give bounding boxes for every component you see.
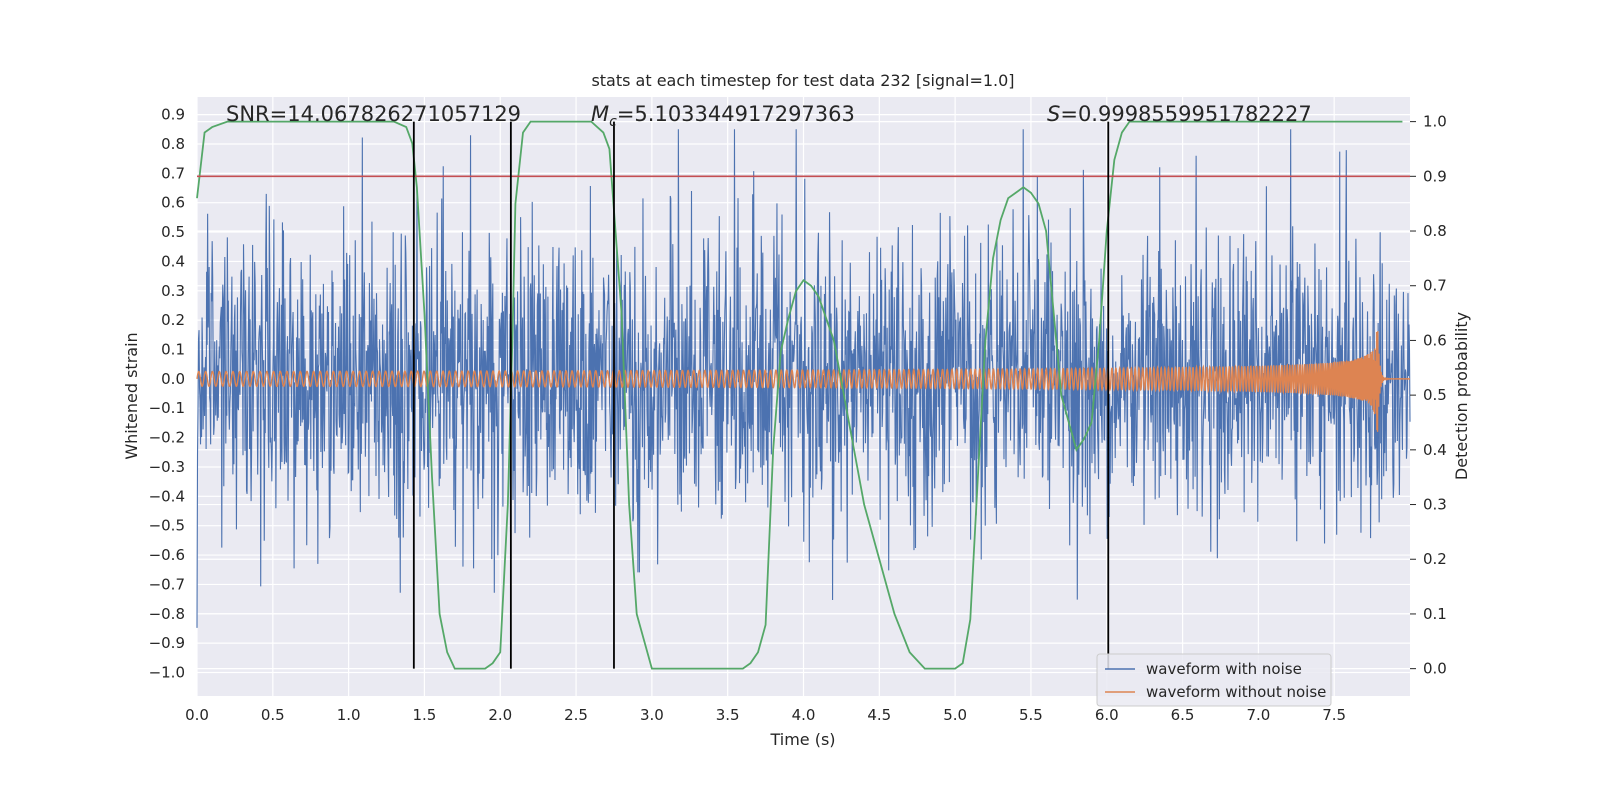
x-axis-ticks: 0.0 0.5 1.0 1.5 2.0 2.5 3.0 3.5 4.0 4.5 5.0 5.5 6.0 6…: [185, 706, 1346, 724]
x-tick-label: 0.5: [261, 706, 285, 724]
y-tick-label: 0.4: [161, 252, 185, 270]
y-tick-label: 0.0: [161, 370, 185, 388]
y-axis-right-label: Detection probability: [1452, 312, 1471, 480]
y-tick-label: 0.6: [161, 194, 185, 212]
x-tick-label: 5.0: [943, 706, 967, 724]
y-tick-label: −0.5: [149, 517, 185, 535]
y-axis-label: Whitened strain: [122, 332, 141, 459]
chart-title: stats at each timestep for test data 232…: [591, 71, 1014, 90]
threshold-and-markers: [197, 121, 1410, 669]
y-right-tick-label: 0.6: [1423, 331, 1447, 349]
y-tick-label: −0.6: [149, 546, 185, 564]
s-annotation: S=0.9998559951782227: [1047, 102, 1312, 126]
x-tick-label: 1.0: [337, 706, 361, 724]
y-tick-label: −0.8: [149, 605, 185, 623]
series-detection-probability: [196, 120, 1403, 670]
x-tick-label: 7.0: [1246, 706, 1270, 724]
left-axis-ticks: 0.9 0.8 0.7 0.6 0.5 0.4 0.3 0.2 0.1 0.0 −0.1 −0.2 −0…: [149, 106, 185, 682]
x-tick-label: 2.5: [564, 706, 588, 724]
chirp-trace: [196, 331, 1410, 432]
s-value: =0.9998559951782227: [1060, 102, 1311, 126]
x-tick-label: 4.5: [867, 706, 891, 724]
x-tick-label: 5.5: [1019, 706, 1043, 724]
y-tick-label: 0.8: [161, 135, 185, 153]
y-tick-label: 0.1: [161, 341, 185, 359]
legend: waveform with noise waveform without noi…: [1096, 653, 1332, 707]
probability-trace: [196, 120, 1403, 670]
legend-label-noise: waveform with noise: [1146, 660, 1302, 678]
x-tick-label: 0.0: [185, 706, 209, 724]
y-tick-label: −0.9: [149, 634, 185, 652]
x-tick-label: 6.5: [1171, 706, 1195, 724]
series-waveform-without-noise: [196, 331, 1410, 432]
x-tick-label: 1.5: [413, 706, 437, 724]
x-tick-label: 3.0: [640, 706, 664, 724]
y-tick-label: 0.9: [161, 106, 185, 124]
chirp-mass-symbol: M: [591, 102, 609, 126]
y-tick-label: 0.7: [161, 164, 185, 182]
chirp-mass-value: =5.103344917297363: [617, 102, 855, 126]
right-axis-ticks: 1.0 0.9 0.8 0.7 0.6 0.5 0.4 0.3 0.2 0.1 0.0: [1410, 113, 1447, 678]
y-right-tick-label: 0.8: [1423, 222, 1447, 240]
s-symbol: S: [1047, 102, 1060, 126]
y-right-tick-label: 0.2: [1423, 550, 1447, 568]
x-tick-label: 7.5: [1322, 706, 1346, 724]
legend-box: [1096, 653, 1332, 707]
y-tick-label: 0.5: [161, 223, 185, 241]
x-tick-label: 4.0: [792, 706, 816, 724]
y-right-tick-label: 0.0: [1423, 660, 1447, 678]
y-tick-label: −0.3: [149, 458, 185, 476]
y-right-tick-label: 0.7: [1423, 277, 1447, 295]
x-axis-label: Time (s): [769, 730, 835, 749]
y-tick-label: −0.7: [149, 575, 185, 593]
y-tick-label: 0.3: [161, 282, 185, 300]
snr-annotation: SNR=14.067826271057129: [226, 102, 521, 126]
y-right-tick-label: 0.5: [1423, 386, 1447, 404]
x-tick-label: 6.0: [1095, 706, 1119, 724]
legend-label-clean: waveform without noise: [1146, 683, 1326, 701]
y-right-tick-label: 0.4: [1423, 441, 1447, 459]
y-tick-label: −0.1: [149, 399, 185, 417]
y-tick-label: −0.4: [149, 487, 185, 505]
chirp-mass-annotation: Mc=5.103344917297363: [591, 102, 855, 130]
chirp-mass-subscript: c: [609, 114, 617, 130]
y-right-tick-label: 0.9: [1423, 167, 1447, 185]
y-tick-label: −0.2: [149, 429, 185, 447]
y-right-tick-label: 0.3: [1423, 496, 1447, 514]
x-tick-label: 2.0: [488, 706, 512, 724]
y-right-tick-label: 0.1: [1423, 605, 1447, 623]
y-tick-label: −1.0: [149, 664, 185, 682]
y-tick-label: 0.2: [161, 311, 185, 329]
y-right-tick-label: 1.0: [1423, 113, 1447, 131]
x-tick-label: 3.5: [716, 706, 740, 724]
